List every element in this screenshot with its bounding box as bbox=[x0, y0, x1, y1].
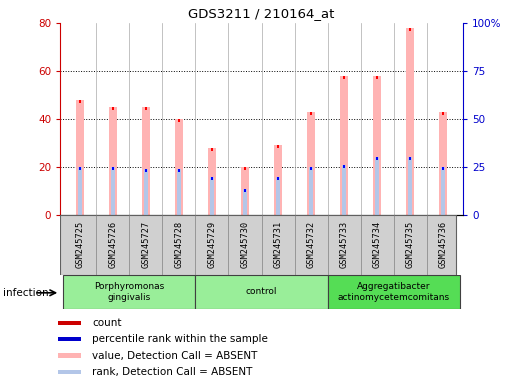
Text: count: count bbox=[92, 318, 121, 328]
Bar bbox=[340, 76, 348, 215]
Text: Aggregatibacter
actinomycetemcomitans: Aggregatibacter actinomycetemcomitans bbox=[337, 282, 450, 301]
Bar bbox=[196, 275, 327, 309]
Bar bbox=[310, 167, 312, 170]
Text: GSM245735: GSM245735 bbox=[405, 221, 415, 268]
Bar bbox=[277, 177, 279, 180]
Bar bbox=[211, 148, 213, 151]
Text: GSM245726: GSM245726 bbox=[108, 221, 118, 268]
Text: GSM245736: GSM245736 bbox=[439, 221, 448, 268]
Text: rank, Detection Call = ABSENT: rank, Detection Call = ABSENT bbox=[92, 367, 253, 377]
Bar bbox=[244, 189, 246, 192]
Bar bbox=[177, 169, 181, 215]
Bar bbox=[111, 167, 115, 215]
Bar bbox=[58, 370, 82, 374]
Bar bbox=[58, 321, 82, 324]
Bar bbox=[406, 28, 414, 215]
Bar bbox=[277, 146, 279, 148]
Bar bbox=[58, 337, 82, 341]
Bar bbox=[441, 167, 445, 215]
Bar bbox=[78, 167, 82, 215]
Bar bbox=[144, 169, 148, 215]
Bar bbox=[211, 177, 213, 180]
Bar bbox=[276, 177, 280, 215]
Bar bbox=[376, 76, 378, 79]
Bar bbox=[178, 119, 180, 122]
Bar bbox=[310, 112, 312, 115]
Bar bbox=[112, 107, 114, 110]
Bar bbox=[76, 100, 84, 215]
Bar bbox=[58, 354, 82, 358]
Bar bbox=[375, 157, 379, 215]
Bar bbox=[145, 107, 147, 110]
Bar bbox=[79, 100, 81, 103]
Bar bbox=[376, 157, 378, 161]
Bar bbox=[408, 157, 412, 215]
Bar bbox=[63, 275, 196, 309]
Bar bbox=[244, 167, 246, 170]
Text: control: control bbox=[246, 287, 277, 296]
Title: GDS3211 / 210164_at: GDS3211 / 210164_at bbox=[188, 7, 335, 20]
Text: GSM245727: GSM245727 bbox=[141, 221, 151, 268]
Bar bbox=[442, 167, 444, 170]
Bar bbox=[409, 28, 411, 31]
Text: GSM245731: GSM245731 bbox=[274, 221, 282, 268]
Bar bbox=[243, 189, 247, 215]
Bar bbox=[342, 165, 346, 215]
Text: GSM245733: GSM245733 bbox=[339, 221, 348, 268]
Bar bbox=[409, 157, 411, 161]
Bar bbox=[309, 167, 313, 215]
Bar bbox=[142, 107, 150, 215]
Bar bbox=[79, 167, 81, 170]
Text: Porphyromonas
gingivalis: Porphyromonas gingivalis bbox=[94, 282, 165, 301]
Bar bbox=[439, 112, 447, 215]
Bar bbox=[208, 148, 216, 215]
Text: GSM245732: GSM245732 bbox=[306, 221, 315, 268]
Text: value, Detection Call = ABSENT: value, Detection Call = ABSENT bbox=[92, 351, 257, 361]
Bar bbox=[112, 167, 114, 170]
Bar bbox=[343, 165, 345, 167]
Bar bbox=[373, 76, 381, 215]
Bar bbox=[175, 119, 183, 215]
Text: GSM245725: GSM245725 bbox=[75, 221, 84, 268]
Bar bbox=[327, 275, 460, 309]
Bar bbox=[442, 112, 444, 115]
Bar bbox=[274, 146, 282, 215]
Text: GSM245729: GSM245729 bbox=[208, 221, 217, 268]
Bar bbox=[241, 167, 249, 215]
Text: infection: infection bbox=[3, 288, 48, 298]
Bar bbox=[145, 169, 147, 172]
Bar bbox=[210, 177, 214, 215]
Text: GSM245728: GSM245728 bbox=[175, 221, 184, 268]
Text: GSM245734: GSM245734 bbox=[372, 221, 382, 268]
Bar bbox=[343, 76, 345, 79]
Bar bbox=[109, 107, 117, 215]
Bar bbox=[307, 112, 315, 215]
Bar bbox=[178, 169, 180, 172]
Text: GSM245730: GSM245730 bbox=[241, 221, 249, 268]
Text: percentile rank within the sample: percentile rank within the sample bbox=[92, 334, 268, 344]
